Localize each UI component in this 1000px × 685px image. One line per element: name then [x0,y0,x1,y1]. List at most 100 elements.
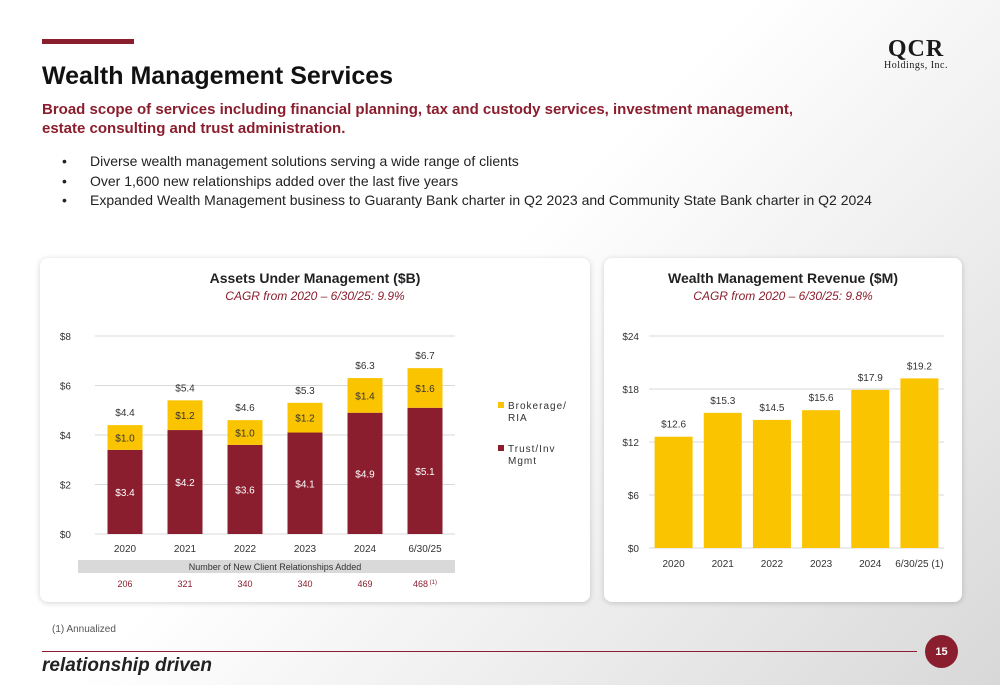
bullet-item: Over 1,600 new relationships added over … [62,172,872,192]
total-label: $4.4 [115,408,135,419]
data-label: $19.2 [907,361,932,372]
data-label: $17.9 [858,373,883,384]
revenue-chart-panel: Wealth Management Revenue ($M) CAGR from… [604,258,962,602]
relationships-label: Number of New Client Relationships Added [189,562,362,572]
total-label: $5.3 [295,386,315,397]
legend-label: RIA [508,413,528,424]
bar-segment [347,378,383,413]
aum-chart-subtitle: CAGR from 2020 – 6/30/25: 9.9% [225,289,405,303]
revenue-chart-title: Wealth Management Revenue ($M) [667,270,898,286]
page-title: Wealth Management Services [42,62,394,90]
total-label: $6.3 [355,361,375,372]
y-tick-label: $2 [60,481,72,492]
data-label: $5.1 [415,467,435,478]
data-label: $3.6 [235,485,255,496]
bar-segment [347,412,383,534]
x-tick-label: 2022 [761,559,784,570]
y-tick-label: $18 [622,385,639,396]
bar-segment [407,407,443,534]
x-tick-label: 6/30/25 (1) [895,559,943,570]
total-label: $4.6 [235,403,255,414]
y-tick-label: $12 [622,438,639,449]
relationship-count: 469 [357,579,372,589]
total-label: $6.7 [415,351,435,362]
revenue-chart-subtitle: CAGR from 2020 – 6/30/25: 9.8% [693,289,873,303]
bullet-item: Diverse wealth management solutions serv… [62,152,872,172]
accent-bar [42,39,134,44]
bar-segment [167,430,203,534]
y-tick-label: $0 [60,530,72,541]
bar-segment [287,402,323,433]
x-tick-label: 2024 [859,559,882,570]
relationships-band [78,560,455,573]
bar-segment [227,420,263,445]
data-label: $4.1 [295,479,315,490]
data-label: $1.0 [235,429,255,440]
bar-segment [407,368,443,408]
legend-label: Brokerage/ [508,401,567,412]
revenue-bar [802,410,841,548]
aum-chart-title: Assets Under Management ($B) [209,270,421,286]
data-label: $1.4 [355,391,375,402]
relationship-count: 340 [237,579,252,589]
revenue-chart: $0 $6 $12 $18 $24 $12.6 2020 $15.3 2021 $14.5 2022… [622,332,944,570]
y-tick-label: $6 [60,382,72,393]
revenue-bar [654,436,693,548]
aum-chart-panel: Assets Under Management ($B) CAGR from 2… [40,258,590,602]
bar-segment [107,449,143,534]
revenue-bar [703,412,742,548]
logo-text: QCR [887,36,945,62]
footnote: (1) Annualized [52,624,116,635]
revenue-bar [752,419,791,548]
data-label: $15.3 [710,396,735,407]
relationship-count: 321 [177,579,192,589]
data-label: $3.4 [115,488,135,499]
footnote-marker: (1) [428,580,437,586]
relationship-count: 206 [117,579,132,589]
x-tick-label: 2021 [712,559,735,570]
brand-tagline: relationship driven [42,655,212,676]
relationship-count: 340 [297,579,312,589]
bullet-item: Expanded Wealth Management business to G… [62,191,872,211]
data-label: $1.6 [415,384,435,395]
bullet-list: Diverse wealth management solutions serv… [62,152,872,211]
page-subtitle: Broad scope of services including financ… [42,101,794,137]
legend-label: Mgmt [508,456,537,467]
data-label: $1.2 [295,414,315,425]
y-tick-label: $8 [60,332,72,343]
bar-segment [167,400,203,431]
x-tick-label: 2022 [234,544,257,555]
footer-divider [42,651,917,652]
revenue-bar [851,389,890,548]
x-tick-label: 2021 [174,544,197,555]
page-number: 15 [925,635,958,668]
relationship-count: 468 (1) [413,579,437,589]
y-tick-label: $24 [622,332,639,343]
data-label: $1.0 [115,433,135,444]
bar-segment [107,425,143,450]
legend-label: Trust/Inv [508,444,556,455]
y-tick-label: $4 [60,431,72,442]
revenue-bar [900,378,939,548]
data-label: $4.2 [175,478,195,489]
legend-swatch [498,402,504,408]
bar-segment [287,432,323,534]
y-tick-label: $0 [628,544,640,555]
x-tick-label: 6/30/25 [408,544,442,555]
data-label: $4.9 [355,469,375,480]
x-tick-label: 2024 [354,544,377,555]
y-tick-label: $6 [628,491,640,502]
total-label: $5.4 [175,383,195,394]
x-tick-label: 2023 [294,544,317,555]
x-tick-label: 2020 [662,559,685,570]
x-tick-label: 2023 [810,559,833,570]
data-label: $1.2 [175,411,195,422]
company-logo: QCR Holdings, Inc. [884,36,948,71]
legend-swatch [498,445,504,451]
x-tick-label: 2020 [114,544,137,555]
data-label: $15.6 [809,393,834,404]
logo-subtext: Holdings, Inc. [884,60,948,71]
data-label: $12.6 [661,420,686,431]
aum-chart: $0 $2 $4 $6 $8 $3.4 $1.0 $4.4 2020 206 $4.2 $1.2 $5.… [60,332,567,589]
data-label: $14.5 [759,403,784,414]
